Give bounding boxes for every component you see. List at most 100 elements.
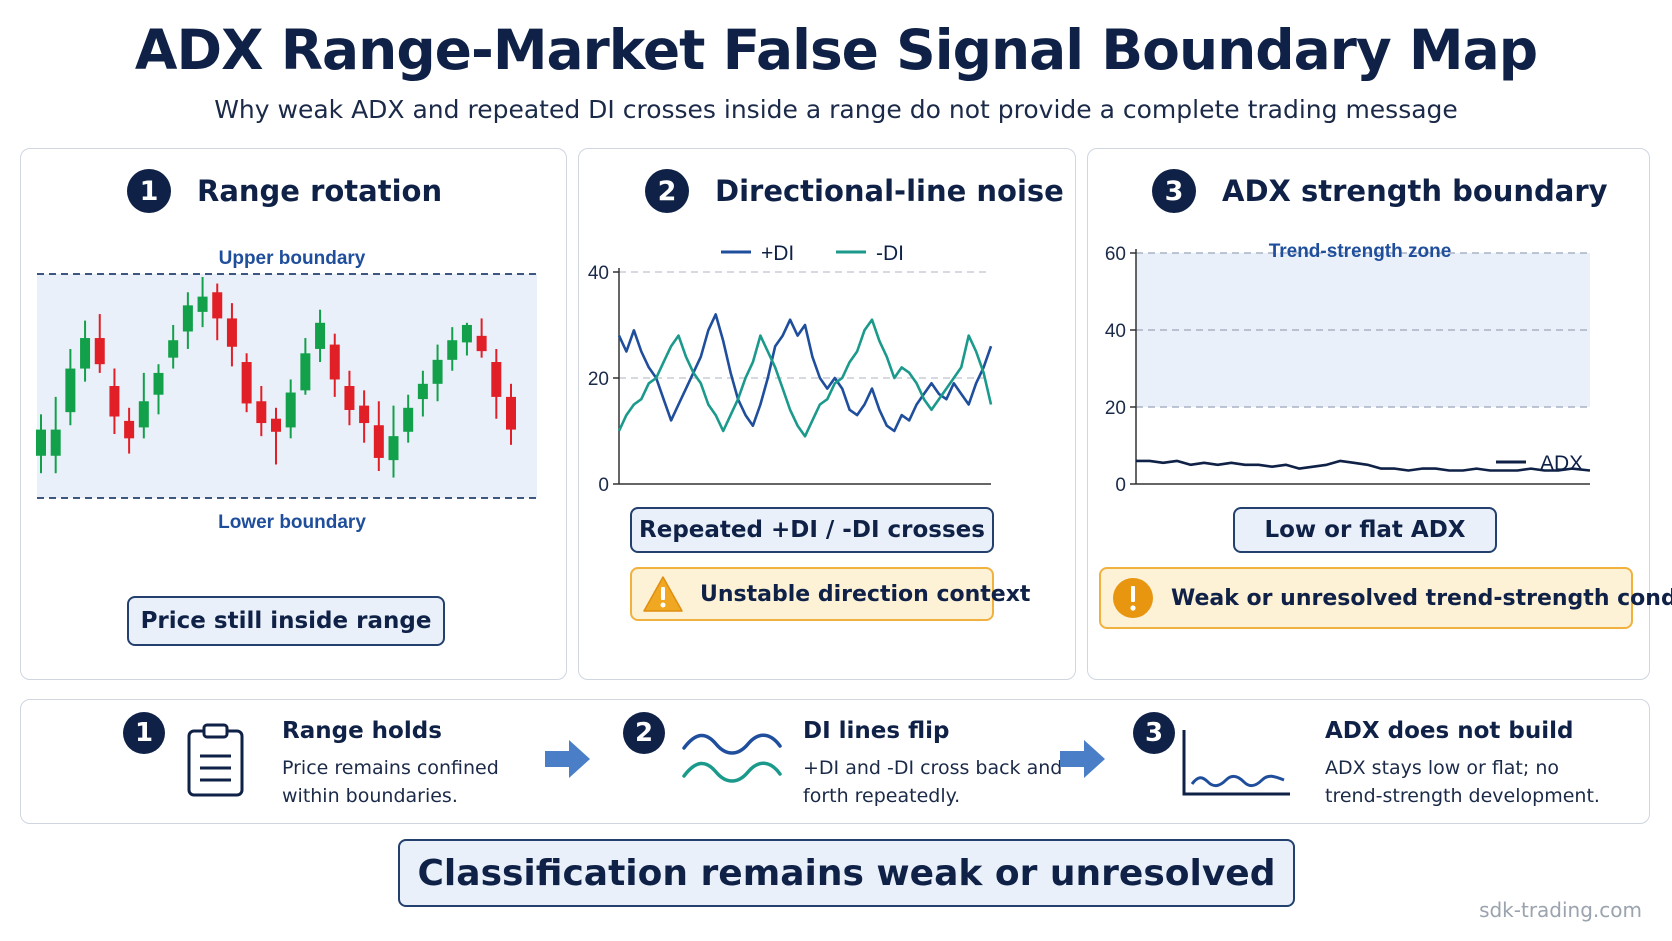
legend-minus-di-label: -DI	[876, 242, 904, 265]
candle-body	[109, 386, 120, 417]
candle	[197, 277, 208, 328]
candle-body	[300, 353, 311, 391]
minus-di-line	[617, 318, 993, 438]
candle	[168, 324, 179, 369]
candle-body	[491, 362, 502, 397]
candle-body	[417, 383, 428, 400]
candle	[344, 370, 355, 426]
range-status-badge: Price still inside range	[127, 596, 445, 646]
legend-plus-di-label: +DI	[761, 242, 794, 265]
trend-strength-zone-label: Trend-strength zone	[1269, 241, 1452, 262]
upper-boundary-label: Upper boundary	[219, 248, 366, 269]
candle	[124, 407, 135, 454]
candle	[315, 309, 326, 363]
candle	[153, 364, 164, 415]
candle-body	[271, 418, 281, 432]
candle-body	[432, 359, 443, 384]
y-tick-label: 20	[588, 369, 609, 390]
candle	[65, 348, 76, 426]
candle-body	[124, 420, 135, 439]
flow-step-2-number: 2	[623, 712, 665, 754]
panel-directional-noise: 2 Directional-line noise +DI -DI 0 20 40 R…	[578, 148, 1076, 680]
di-axes: 0 20 40	[588, 263, 991, 496]
legend-adx-label: ADX	[1540, 452, 1583, 475]
flow-step-2-title: DI lines flip	[803, 718, 950, 744]
di-status-badge: Repeated +DI / -DI crosses	[630, 507, 994, 553]
plus-di-line	[617, 313, 993, 433]
candle-body	[285, 392, 296, 428]
candle-body	[388, 436, 399, 461]
candle	[109, 368, 120, 434]
flat-line-chart-icon	[1182, 730, 1290, 796]
candle	[329, 333, 340, 397]
lower-boundary-label: Lower boundary	[218, 512, 366, 533]
candle-body	[506, 396, 516, 430]
page-subtitle: Why weak ADX and repeated DI crosses ins…	[214, 95, 1458, 124]
candle-body	[138, 401, 149, 428]
di-lines	[617, 313, 993, 438]
panel-header: 1 Range rotation	[127, 169, 442, 213]
flow-step-3-number: 3	[1133, 712, 1175, 754]
candle-body	[226, 318, 237, 347]
candle	[388, 405, 399, 478]
candle	[432, 344, 443, 402]
flow-step-3-desc: ADX stays low or flat; no trend-strength…	[1325, 757, 1600, 807]
flow-step-1-title: Range holds	[282, 718, 442, 744]
candle	[476, 318, 487, 358]
adx-line	[1136, 459, 1591, 472]
candle-body	[182, 305, 193, 332]
directional-lines-chart: +DI -DI 0 20 40	[588, 242, 993, 496]
range-zone	[37, 274, 537, 498]
candle-body	[256, 401, 267, 424]
candle-body	[373, 425, 384, 458]
candle-body	[153, 372, 164, 395]
adx-line	[1136, 459, 1591, 472]
candle	[461, 322, 472, 356]
candle-body	[329, 344, 340, 380]
candle	[256, 386, 267, 437]
y-tick-label: 20	[1105, 398, 1126, 419]
candle	[80, 320, 91, 382]
adx-warning-box: Weak or unresolved trend-strength condit…	[1099, 567, 1672, 629]
candle-body	[315, 322, 326, 349]
candle	[285, 379, 296, 439]
candle	[138, 372, 149, 439]
y-tick-label: 0	[598, 475, 609, 496]
candle	[50, 396, 61, 474]
clipboard-icon	[187, 723, 244, 797]
candle-body	[65, 368, 76, 413]
y-tick-label: 40	[1105, 321, 1126, 342]
candle-body	[212, 292, 223, 319]
candle	[241, 353, 252, 413]
candle	[447, 327, 458, 371]
candle-body	[344, 386, 355, 410]
candle-body	[94, 338, 105, 365]
candle-body	[241, 362, 252, 404]
step-number-badge: 2	[645, 169, 689, 213]
page-title: ADX Range-Market False Signal Boundary M…	[134, 18, 1538, 82]
di-warning-text: Unstable direction context	[700, 581, 1031, 607]
candle	[226, 303, 237, 367]
panel-title: Directional-line noise	[715, 174, 1064, 208]
range-rotation-chart: Upper boundary Lower boundary	[36, 248, 539, 533]
wave-lines-icon	[682, 733, 782, 783]
y-tick-label: 0	[1115, 475, 1126, 496]
candle	[212, 283, 223, 341]
warning-triangle-icon	[643, 576, 683, 612]
panel-header: 3 ADX strength boundary	[1152, 169, 1608, 213]
candle-body	[476, 335, 487, 352]
flow-step-1-number: 1	[123, 712, 165, 754]
footer-domain: sdk-trading.com	[1479, 898, 1642, 922]
candle	[417, 370, 428, 417]
adx-warning-text: Weak or unresolved trend-strength condit…	[1171, 585, 1672, 611]
candle	[359, 390, 370, 443]
candle-body	[403, 407, 414, 432]
candle-body	[359, 405, 370, 424]
flow-step-1-desc: Price remains confined within boundaries…	[282, 757, 499, 807]
panel-range-rotation: 1 Range rotation Upper boundary Lower bo…	[20, 148, 567, 680]
candle	[491, 348, 502, 419]
candle	[271, 407, 281, 465]
candles-group	[36, 277, 516, 478]
candle-body	[168, 340, 179, 358]
candle	[182, 292, 193, 349]
